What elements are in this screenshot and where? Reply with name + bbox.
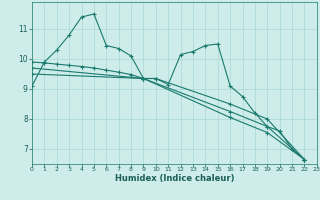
X-axis label: Humidex (Indice chaleur): Humidex (Indice chaleur) — [115, 174, 234, 183]
